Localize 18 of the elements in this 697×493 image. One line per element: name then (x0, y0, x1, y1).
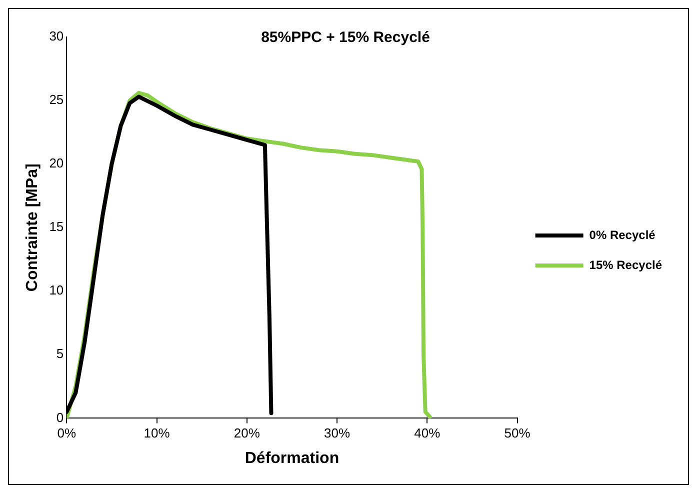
y-tick-label: 5 (56, 346, 64, 362)
y-tick-label: 25 (49, 92, 64, 108)
y-axis-title: Contrainte [MPa] (24, 164, 42, 292)
x-tick-label: 20% (234, 426, 260, 441)
y-tick-label: 30 (49, 28, 64, 44)
x-tick-label: 10% (144, 426, 170, 441)
x-tick-label: 0% (57, 426, 76, 441)
legend-label: 15% Recyclé (589, 258, 662, 272)
x-tick-label: 30% (324, 426, 350, 441)
legend-label: 0% Recyclé (589, 228, 656, 242)
y-tick-label: 10 (49, 282, 64, 298)
chart-title: 85%PPC + 15% Recyclé (261, 29, 430, 46)
x-axis-title: Déformation (244, 450, 340, 467)
y-tick-label: 0 (56, 410, 64, 425)
x-tick-label: 40% (414, 426, 441, 441)
y-tick-label: 15 (49, 219, 64, 234)
x-tick-label: 50% (504, 426, 531, 441)
y-tick-label: 20 (49, 156, 64, 171)
